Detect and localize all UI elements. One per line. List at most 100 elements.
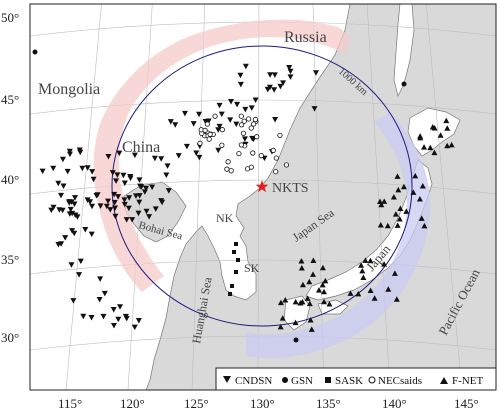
cndsn-station-icon <box>84 165 91 171</box>
mainland-land <box>29 3 351 391</box>
cndsn-station-icon <box>132 193 139 199</box>
cndsn-station-icon <box>74 214 81 220</box>
cndsn-station-icon <box>89 203 96 210</box>
cndsn-station-icon <box>82 227 89 233</box>
cndsn-station-icon <box>233 121 240 128</box>
necsaids-station-icon <box>197 140 203 146</box>
legend-square-icon <box>325 377 331 383</box>
cndsn-station-icon <box>271 87 278 93</box>
fnet-station-icon <box>309 271 316 277</box>
fnet-station-icon <box>315 287 322 293</box>
fnet-station-icon <box>381 198 388 204</box>
cndsn-station-icon <box>111 191 118 198</box>
cndsn-station-icon <box>123 217 130 223</box>
cndsn-station-icon <box>101 290 108 297</box>
cndsn-station-icon <box>241 136 248 142</box>
cndsn-station-icon <box>122 313 129 320</box>
fnet-station-icon <box>371 295 378 301</box>
fnet-station-icon <box>367 287 374 294</box>
cndsn-station-icon <box>76 272 83 278</box>
fnet-station-icon <box>292 298 299 305</box>
cndsn-station-icon <box>167 119 174 125</box>
cndsn-station-icon <box>158 198 165 204</box>
lat-labels: 50° 45° 40° 35° 30° <box>1 10 19 345</box>
legend-label-fnet: F-NET <box>452 375 483 387</box>
fnet-station-icon <box>277 323 284 330</box>
fnet-station-icon <box>393 296 400 302</box>
lon-labels: 115° 120° 125° 130° 135° 140° 145° <box>58 396 479 411</box>
cndsn-station-icon <box>88 315 95 321</box>
fnet-station-icon <box>358 262 365 268</box>
cndsn-station-icon <box>115 316 122 323</box>
cndsn-station-icon <box>79 165 86 172</box>
cndsn-station-icon <box>127 175 134 182</box>
gsn-station-icon <box>32 49 38 55</box>
cndsn-station-icon <box>68 199 75 205</box>
fnet-station-icon <box>417 133 424 139</box>
fnet-station-icon <box>448 141 455 148</box>
legend-open-circle-icon <box>368 376 376 384</box>
blue-band <box>246 112 431 359</box>
fnet-station-icon <box>443 117 450 124</box>
fnet-station-icon <box>385 286 392 292</box>
cndsn-station-icon <box>152 206 159 212</box>
fnet-station-icon <box>310 257 317 264</box>
fnet-station-icon <box>347 290 354 296</box>
fnet-station-icon <box>307 317 314 323</box>
fnet-station-icon <box>360 274 367 280</box>
cndsn-station-icon <box>107 207 114 213</box>
cndsn-station-icon <box>135 210 142 217</box>
cndsn-station-icon <box>71 230 78 237</box>
cndsn-station-icon <box>48 207 55 214</box>
fnet-station-icon <box>298 265 305 271</box>
cndsn-station-icon <box>190 121 197 127</box>
cndsn-station-icon <box>120 172 127 179</box>
fnet-station-icon <box>322 277 329 284</box>
cndsn-station-icon <box>264 86 271 93</box>
cndsn-station-icon <box>55 180 62 187</box>
cndsn-station-icon <box>158 156 165 162</box>
parallel-line <box>29 179 497 195</box>
necsaids-station-icon <box>207 131 213 137</box>
cndsn-station-icon <box>121 201 128 208</box>
fnet-station-icon <box>378 201 385 208</box>
cndsn-station-icon <box>287 68 294 75</box>
fnet-station-icon <box>299 298 306 305</box>
necsaids-station-icon <box>212 113 218 119</box>
necsaids-station-icon <box>225 159 231 165</box>
cndsn-station-icon <box>271 72 278 78</box>
cndsn-station-icon <box>143 208 150 215</box>
sask-station-icon <box>228 292 232 296</box>
cndsn-station-icon <box>196 111 203 118</box>
necsaids-station-icon <box>246 116 252 122</box>
necsaids-station-icon <box>219 127 225 133</box>
fnet-station-icon <box>319 264 326 271</box>
cndsn-station-icon <box>248 105 255 111</box>
fnet-station-icon <box>444 142 451 149</box>
cndsn-station-icon <box>112 205 119 212</box>
necsaids-station-icon <box>236 150 242 157</box>
legend-label-necsaids: NECsaids <box>378 375 422 387</box>
necsaids-station-icon <box>254 134 260 140</box>
nkts-label: NKTS <box>272 181 309 196</box>
fnet-station-icon <box>299 281 306 288</box>
cndsn-station-icon <box>242 63 249 70</box>
necsaids-station-icon <box>283 162 290 168</box>
cndsn-station-icon <box>125 205 132 212</box>
cndsn-station-icon <box>68 262 75 268</box>
necsaids-station-icon <box>228 168 234 174</box>
fnet-station-icon <box>355 290 362 297</box>
distance-bands <box>93 19 431 359</box>
label-russia: Russia <box>284 29 327 46</box>
cndsn-station-icon <box>193 150 200 157</box>
legend-label-gsn: GSN <box>291 375 313 387</box>
stations <box>32 49 455 381</box>
fnet-station-icon <box>359 267 366 274</box>
cndsn-station-icon <box>286 65 293 71</box>
legend-item-cndsn: CNDSN <box>223 375 272 387</box>
cndsn-station-icon <box>121 197 128 203</box>
legend-item-fnet: F-NET <box>440 375 483 387</box>
fnet-station-icon <box>298 258 305 264</box>
cndsn-station-icon <box>112 213 119 220</box>
